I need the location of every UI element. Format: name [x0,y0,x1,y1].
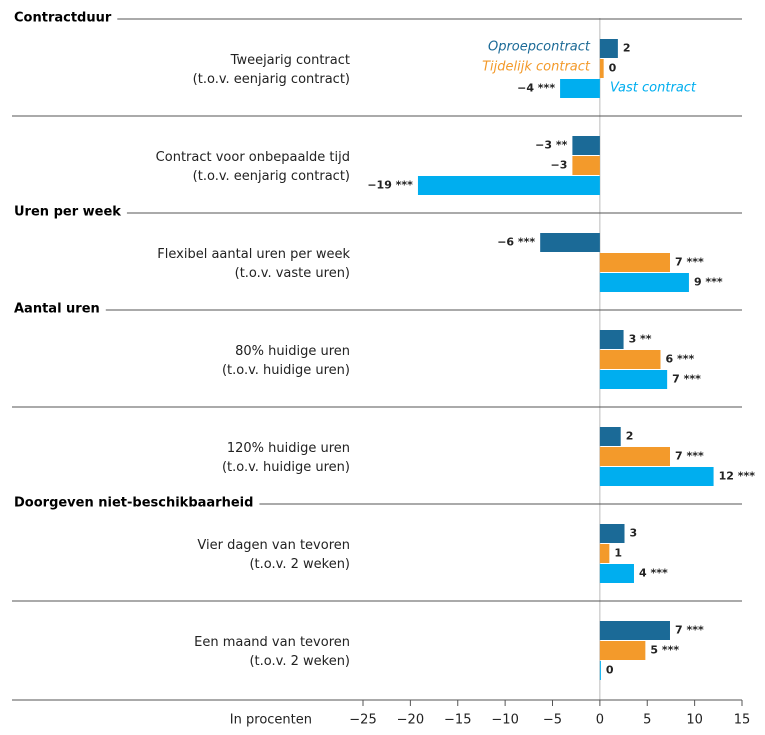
value-label: 0 [606,664,614,677]
category-label: Vier dagen van tevoren [197,538,350,553]
bar [572,156,600,175]
category-label: (t.o.v. huidige uren) [222,460,350,475]
category-label: Contract voor onbepaalde tijd [156,150,350,165]
legend-label: Tijdelijk contract [482,60,591,75]
x-tick-label: −25 [349,713,376,728]
value-label: −4 *** [517,82,555,95]
bar [599,544,610,563]
bar [599,524,625,543]
value-label: 7 *** [672,373,701,386]
x-tick-label: 5 [643,713,651,728]
bar [560,79,600,98]
value-label: −6 *** [497,236,535,249]
category-label: (t.o.v. eenjarig contract) [193,72,350,87]
x-tick-label: −15 [444,713,471,728]
x-tick-label: 10 [686,713,703,728]
bar [599,467,714,486]
category-label: 80% huidige uren [235,344,350,359]
bar [599,564,634,583]
section-header: Contractduur [14,11,112,26]
value-label: −3 [551,159,568,172]
value-label: 4 *** [639,567,668,580]
x-tick-label: 15 [734,713,751,728]
bar [599,39,618,58]
x-tick-label: −20 [397,713,424,728]
category-label: (t.o.v. huidige uren) [222,363,350,378]
bar [599,621,670,640]
bar [599,59,604,78]
value-label: 6 *** [666,353,695,366]
value-label: 2 [623,42,631,55]
bar [599,447,670,466]
value-label: 9 *** [694,276,723,289]
value-label: −3 ** [535,139,567,152]
bar [599,641,646,660]
bar [417,176,600,195]
value-label: 2 [626,430,634,443]
category-label: (t.o.v. 2 weken) [249,557,350,572]
bar [572,136,600,155]
value-label: −19 *** [367,179,413,192]
category-label: Flexibel aantal uren per week [157,247,350,262]
x-tick-label: 0 [596,713,604,728]
value-label: 3 [630,527,638,540]
category-label: (t.o.v. vaste uren) [235,266,350,281]
value-label: 7 *** [675,256,704,269]
category-label: 120% huidige uren [227,441,350,456]
value-label: 7 *** [675,624,704,637]
legend-label: Oproepcontract [488,40,591,55]
category-label: (t.o.v. 2 weken) [249,654,350,669]
value-label: 12 *** [719,470,756,483]
category-label: Tweejarig contract [230,53,350,68]
section-header: Aantal uren [14,302,100,317]
value-label: 3 ** [629,333,652,346]
axis-label: In procenten [230,713,312,728]
bar [599,350,661,369]
bar [599,253,670,272]
value-label: 0 [609,62,617,75]
category-label: (t.o.v. eenjarig contract) [193,169,350,184]
value-label: 1 [614,547,622,560]
bar [599,330,624,349]
category-label: Een maand van tevoren [194,635,350,650]
legend-label: Vast contract [610,81,697,96]
x-tick-label: −10 [491,713,518,728]
section-header: Doorgeven niet-beschikbaarheid [14,496,253,511]
value-label: 5 *** [650,644,679,657]
x-tick-label: −5 [543,713,562,728]
bar [599,370,668,389]
value-label: 7 *** [675,450,704,463]
section-header: Uren per week [14,205,121,220]
bar [599,273,689,292]
bar [599,427,621,446]
bar [540,233,600,252]
bar [599,661,601,680]
